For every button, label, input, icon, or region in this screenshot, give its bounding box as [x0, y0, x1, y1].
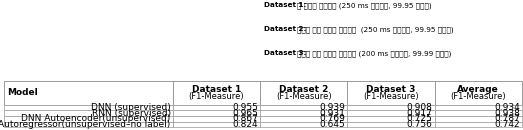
Bar — [260, 110, 347, 116]
Bar — [173, 122, 260, 127]
Text: 0.756: 0.756 — [407, 120, 433, 129]
Text: 0.787: 0.787 — [494, 114, 520, 123]
Bar — [4, 110, 173, 116]
Text: 0.934: 0.934 — [494, 103, 520, 112]
Bar — [347, 81, 435, 105]
Bar — [260, 105, 347, 110]
Bar — [435, 122, 522, 127]
Bar — [4, 122, 173, 127]
Bar — [4, 116, 173, 122]
Text: 0.769: 0.769 — [320, 114, 345, 123]
Text: 0.867: 0.867 — [232, 114, 258, 123]
Bar — [4, 105, 173, 110]
Text: Average: Average — [458, 85, 499, 94]
Bar — [173, 81, 260, 105]
Text: Dataset 3:: Dataset 3: — [264, 50, 309, 56]
Text: 로그인 인증 서비스 시나리오 (200 ms 응답시간, 99.99 가용성): 로그인 인증 서비스 시나리오 (200 ms 응답시간, 99.99 가용성) — [298, 50, 452, 57]
Text: 0.824: 0.824 — [232, 120, 258, 129]
Bar — [173, 105, 260, 110]
Text: 0.645: 0.645 — [320, 120, 345, 129]
Text: DNN (supervised): DNN (supervised) — [91, 103, 170, 112]
Bar — [173, 110, 260, 116]
Text: 0.908: 0.908 — [407, 103, 433, 112]
Text: Model: Model — [7, 88, 38, 97]
Text: Dataset 2:: Dataset 2: — [264, 26, 309, 32]
Bar — [260, 116, 347, 122]
Text: (F1-Measure): (F1-Measure) — [363, 92, 419, 101]
Text: 로그인 인증 서비스 시나리오  (250 ms 응답시간, 99.95 가용성): 로그인 인증 서비스 시나리오 (250 ms 응답시간, 99.95 가용성) — [298, 26, 454, 33]
Bar — [347, 122, 435, 127]
Bar — [435, 110, 522, 116]
Text: (F1-Measure): (F1-Measure) — [189, 92, 244, 101]
Text: 0.725: 0.725 — [407, 114, 433, 123]
Text: 0.938: 0.938 — [494, 109, 520, 118]
Text: 웹 서비스 시나리오 (250 ms 응답시간, 99.95 가용성): 웹 서비스 시나리오 (250 ms 응답시간, 99.95 가용성) — [298, 2, 432, 9]
Text: Dataset 2: Dataset 2 — [279, 85, 328, 94]
Text: RNN (supervised): RNN (supervised) — [92, 109, 170, 118]
Text: 0.955: 0.955 — [232, 103, 258, 112]
Bar — [435, 116, 522, 122]
Bar — [260, 81, 347, 105]
Bar — [435, 81, 522, 105]
Bar — [347, 110, 435, 116]
Bar — [347, 116, 435, 122]
Text: Autoregressor(unsupervised–no label): Autoregressor(unsupervised–no label) — [0, 120, 170, 129]
Text: 0.917: 0.917 — [407, 109, 433, 118]
Bar — [347, 105, 435, 110]
Text: Dataset 1: Dataset 1 — [192, 85, 241, 94]
Text: Dataset 1:: Dataset 1: — [264, 2, 309, 8]
Bar — [173, 116, 260, 122]
Text: 0.939: 0.939 — [320, 103, 345, 112]
Text: 0.931: 0.931 — [320, 109, 345, 118]
Bar — [260, 122, 347, 127]
Bar — [4, 81, 173, 105]
Text: (F1-Measure): (F1-Measure) — [276, 92, 332, 101]
Text: Dataset 3: Dataset 3 — [366, 85, 416, 94]
Text: 0.965: 0.965 — [232, 109, 258, 118]
Bar — [435, 105, 522, 110]
Text: 0.742: 0.742 — [494, 120, 520, 129]
Text: (F1-Measure): (F1-Measure) — [450, 92, 506, 101]
Text: DNN Autoencoder(unsupervised): DNN Autoencoder(unsupervised) — [21, 114, 170, 123]
